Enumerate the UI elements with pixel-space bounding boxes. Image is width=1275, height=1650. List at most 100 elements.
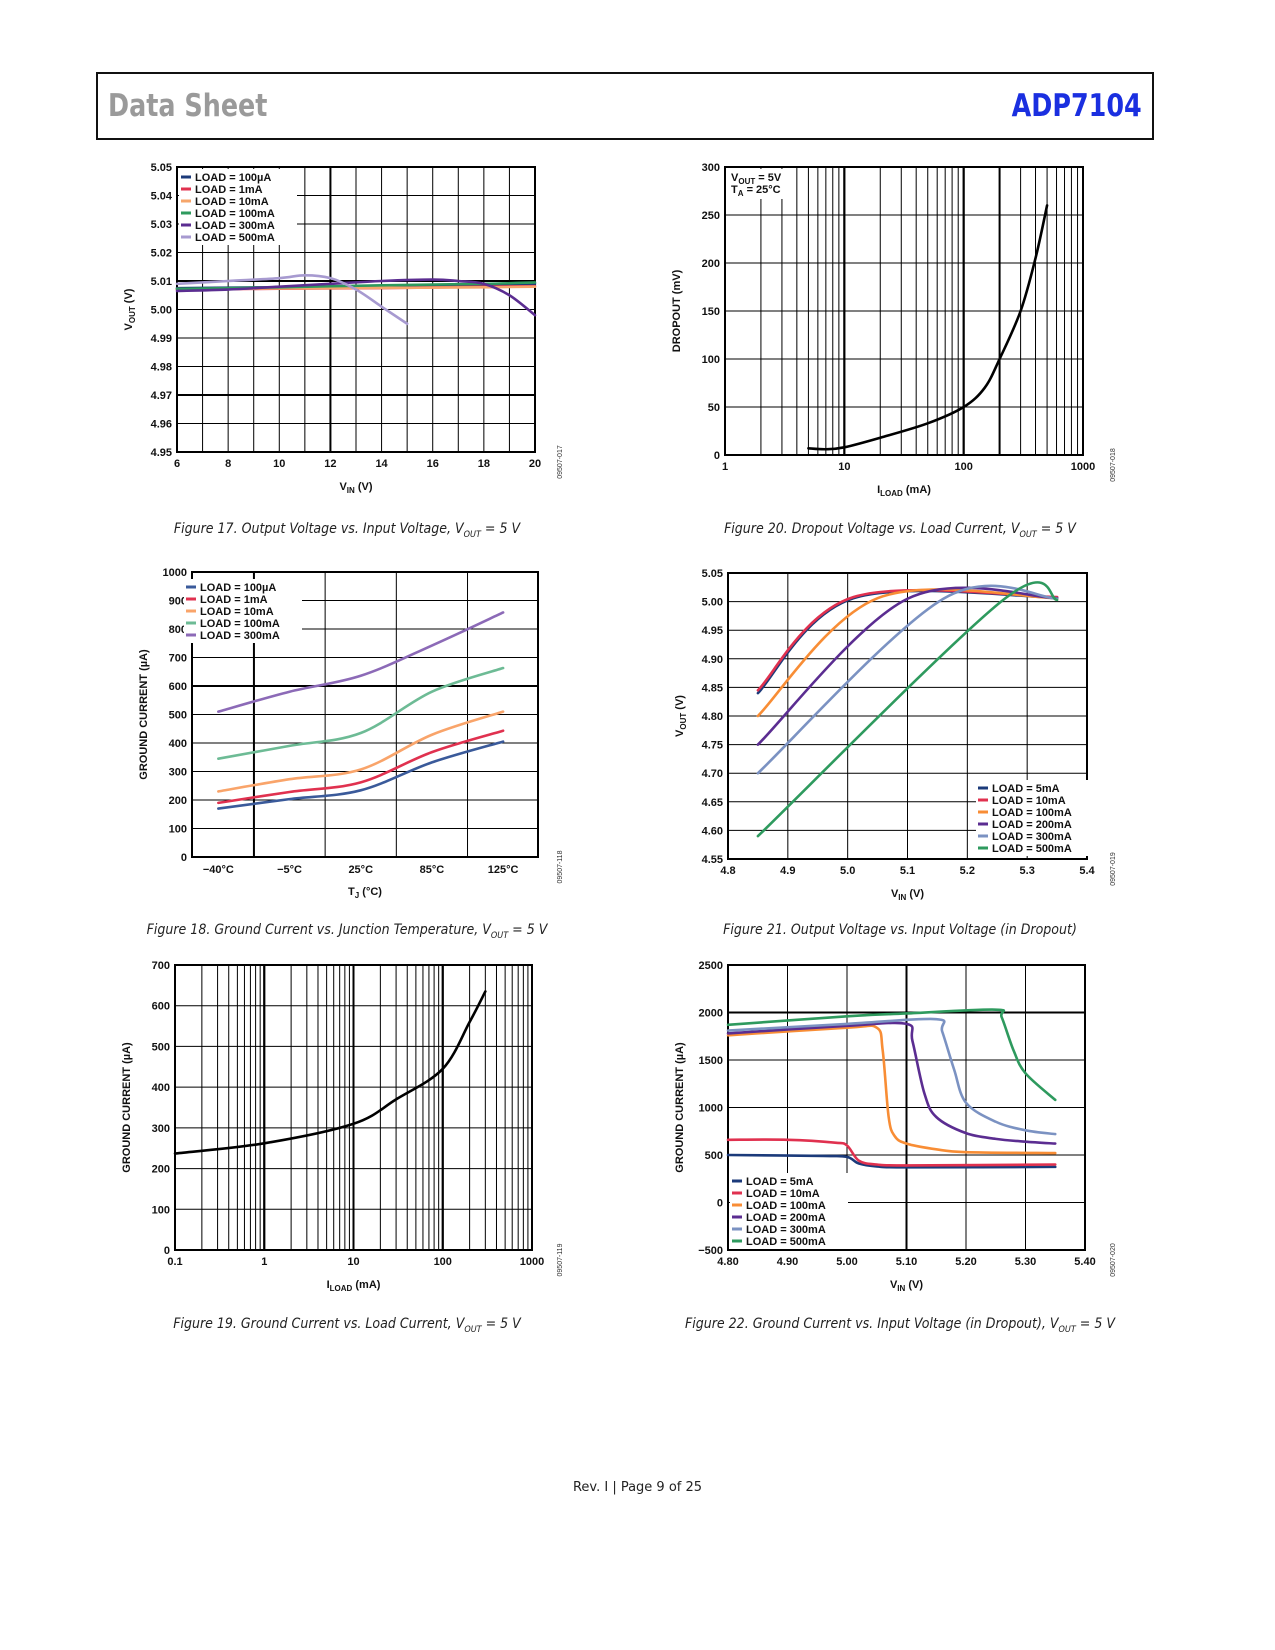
y-tick-label: 0 bbox=[717, 1198, 723, 1210]
series-line bbox=[175, 274, 409, 326]
legend-background bbox=[976, 780, 1094, 856]
legend-background bbox=[730, 1173, 848, 1249]
page-header: Data Sheet ADP7104 bbox=[96, 72, 1154, 140]
x-tick-label: 5.2 bbox=[960, 865, 975, 877]
x-tick-label: 1 bbox=[261, 1256, 267, 1268]
legend-label: LOAD = 5mA bbox=[992, 783, 1060, 795]
x-tick-label: 5.1 bbox=[900, 865, 915, 877]
y-tick-label: 150 bbox=[702, 306, 720, 318]
x-tick-label: 125°C bbox=[488, 864, 519, 876]
y-axis-label: GROUND CURRENT (µA) bbox=[674, 1042, 686, 1173]
legend-label: LOAD = 10mA bbox=[992, 795, 1066, 807]
legend-label: LOAD = 1mA bbox=[195, 184, 263, 196]
x-tick-label: 100 bbox=[954, 461, 972, 473]
caption-sub: OUT bbox=[1058, 1324, 1076, 1335]
x-tick-label: 0.1 bbox=[167, 1256, 182, 1268]
series-line bbox=[173, 990, 487, 1155]
y-tick-label: 4.65 bbox=[702, 797, 723, 809]
chart-fig17: 4.95 4.96 4.97 4.98 4.99 5.00 5.01 5.02 5.03 5.04… bbox=[123, 162, 564, 495]
series-line bbox=[175, 278, 537, 317]
x-tick-label: 4.8 bbox=[720, 865, 735, 877]
x-tick-label: 5.3 bbox=[1020, 865, 1035, 877]
figure-code: 09507-118 bbox=[557, 850, 564, 883]
y-tick-label: 400 bbox=[152, 1082, 170, 1094]
legend-label: LOAD = 500mA bbox=[992, 843, 1072, 855]
y-tick-label: 4.85 bbox=[702, 682, 723, 694]
y-tick-label: 5.01 bbox=[151, 276, 172, 288]
x-tick-label: 4.90 bbox=[777, 1256, 798, 1268]
x-tick-label: 20 bbox=[529, 458, 541, 470]
y-tick-label: 0 bbox=[714, 450, 720, 462]
series-line bbox=[726, 1021, 1057, 1145]
plot-frame bbox=[727, 572, 1088, 860]
legend-label: LOAD = 300mA bbox=[200, 630, 280, 642]
y-axis-label: DROPOUT (mV) bbox=[671, 269, 683, 352]
legend-label: LOAD = 100µA bbox=[195, 172, 271, 184]
plot-frame bbox=[176, 166, 536, 453]
x-tick-label: 5.4 bbox=[1079, 865, 1095, 877]
x-tick-label: 85°C bbox=[420, 864, 445, 876]
x-axis-label: VIN (V) bbox=[891, 888, 924, 902]
series-line bbox=[756, 581, 1059, 838]
figure-code: 09507-019 bbox=[1110, 852, 1117, 886]
chart-fig18: 0 100 200 300 400 500 600 700 800 900 1000 −40°C −5°… bbox=[138, 567, 564, 900]
y-tick-label: 300 bbox=[702, 162, 720, 174]
legend-label: LOAD = 500mA bbox=[195, 232, 275, 244]
chart-fig21: 4.554.604.654.704.754.804.854.904.955.00… bbox=[674, 568, 1117, 902]
x-tick-label: 5.20 bbox=[955, 1256, 976, 1268]
y-tick-label: 50 bbox=[708, 402, 720, 414]
caption-text: Figure 22. Ground Current vs. Input Volt… bbox=[684, 1316, 1059, 1332]
caption-sub: OUT bbox=[463, 529, 481, 540]
y-tick-label: 2500 bbox=[699, 960, 723, 972]
legend-label: LOAD = 100mA bbox=[200, 618, 280, 630]
legend-label: LOAD = 200mA bbox=[746, 1212, 826, 1224]
series-line bbox=[756, 586, 1059, 746]
x-tick-label: 6 bbox=[174, 458, 180, 470]
caption-text: = 5 V bbox=[481, 1316, 521, 1332]
x-tick-label: 1 bbox=[722, 461, 728, 473]
y-tick-label: 4.99 bbox=[151, 333, 172, 345]
figure-code: 09507-119 bbox=[557, 1243, 564, 1276]
y-tick-label: 100 bbox=[169, 824, 187, 836]
x-tick-label: 4.9 bbox=[780, 865, 795, 877]
y-tick-label: 5.05 bbox=[151, 162, 172, 174]
caption-text: = 5 V bbox=[480, 521, 521, 537]
x-tick-label: 5.10 bbox=[896, 1256, 917, 1268]
legend-label: LOAD = 300mA bbox=[992, 831, 1072, 843]
annotation-background bbox=[727, 169, 789, 199]
y-tick-label: 600 bbox=[169, 681, 187, 693]
header-part-number[interactable]: ADP7104 bbox=[1011, 88, 1142, 124]
y-tick-label: 4.55 bbox=[702, 854, 723, 866]
chart-fig22: −500 0 500 1000 1500 2000 2500 4.80 4.90 5.00 5.10… bbox=[674, 960, 1117, 1293]
caption-text: = 5 V bbox=[1036, 521, 1076, 537]
y-tick-label: 400 bbox=[169, 738, 187, 750]
y-tick-label: 4.98 bbox=[151, 362, 172, 374]
annotation-text: VOUT = 5V bbox=[731, 172, 782, 186]
x-tick-label: 5.40 bbox=[1074, 1256, 1095, 1268]
x-axis-label: TJ (°C) bbox=[348, 886, 382, 900]
chart-fig20: 0 50 100 150 200 250 300 1 10 100 1000 ILOAD (mA) DR… bbox=[671, 162, 1117, 498]
x-tick-label: 8 bbox=[225, 458, 231, 470]
series-line bbox=[756, 584, 1059, 775]
y-tick-label: 250 bbox=[702, 210, 720, 222]
header-section-title: Data Sheet bbox=[108, 88, 268, 124]
caption-fig17: Figure 17. Output Voltage vs. Input Volt… bbox=[174, 521, 520, 540]
caption-text: Figure 18. Ground Current vs. Junction T… bbox=[146, 922, 491, 938]
series-line bbox=[217, 710, 505, 793]
x-tick-label: 14 bbox=[375, 458, 388, 470]
y-tick-label: 5.04 bbox=[151, 191, 173, 203]
caption-sub: OUT bbox=[490, 930, 509, 941]
y-tick-label: 200 bbox=[169, 795, 187, 807]
y-tick-label: 100 bbox=[702, 354, 720, 366]
legend-label: LOAD = 10mA bbox=[746, 1188, 820, 1200]
y-tick-label: 2000 bbox=[699, 1008, 723, 1020]
y-tick-label: 5.00 bbox=[151, 305, 172, 317]
y-tick-label: 800 bbox=[169, 624, 187, 636]
caption-sub: OUT bbox=[464, 1324, 482, 1335]
caption-fig18: Figure 18. Ground Current vs. Junction T… bbox=[147, 922, 548, 941]
series-line bbox=[726, 1153, 1057, 1169]
y-tick-label: 300 bbox=[169, 767, 187, 779]
page-footer: Rev. I | Page 9 of 25 bbox=[572, 1480, 703, 1495]
